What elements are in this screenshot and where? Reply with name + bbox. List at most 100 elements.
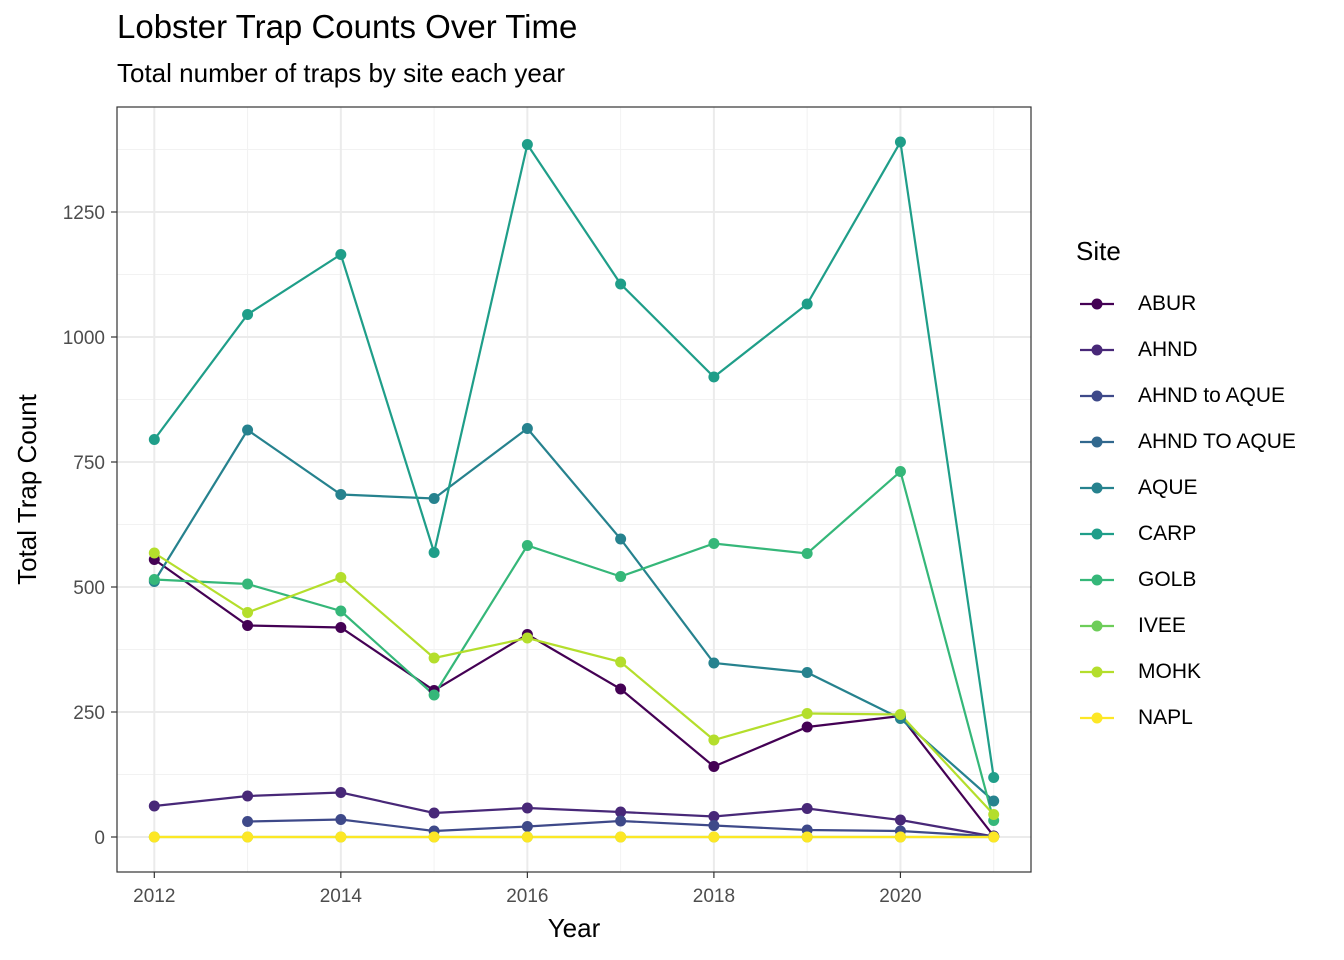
- data-point-napl: [708, 831, 720, 843]
- series-line-mohk: [153, 552, 995, 816]
- x-tick-label: 2012: [133, 886, 175, 907]
- data-point-aque: [335, 489, 347, 500]
- data-point-aque: [521, 423, 533, 434]
- data-point-carp: [242, 309, 254, 320]
- legend-key: [1080, 436, 1114, 448]
- legend-label: ABUR: [1138, 292, 1197, 315]
- series-line-aque: [153, 426, 995, 802]
- legend-item-ivee: IVEE: [1076, 603, 1296, 649]
- data-point-napl: [242, 831, 254, 843]
- x-tick-label: 2018: [693, 886, 735, 907]
- data-point-mohk: [148, 547, 160, 559]
- data-point-ahnd: [428, 807, 440, 819]
- major-gridlines: [117, 107, 1031, 872]
- data-point-golb: [521, 540, 533, 551]
- data-point-carp: [894, 136, 906, 148]
- chart-subtitle: Total number of traps by site each year: [117, 58, 566, 88]
- y-axis-title: Total Trap Count: [12, 393, 42, 585]
- series-line-carp: [153, 138, 995, 778]
- data-point-mohk: [428, 652, 440, 664]
- data-point-abur: [335, 622, 347, 633]
- x-tick-label: 2014: [320, 886, 363, 907]
- y-tick-label: 750: [73, 453, 105, 474]
- legend-key: [1080, 528, 1114, 540]
- legend-key: [1080, 712, 1114, 724]
- legend-key: [1080, 482, 1114, 494]
- panel-border: [116, 106, 1032, 873]
- legend-label: CARP: [1138, 522, 1197, 545]
- series-points: [148, 136, 1000, 843]
- y-tick-label: 500: [73, 578, 105, 599]
- series-line-abur: [153, 558, 995, 837]
- data-point-carp: [615, 278, 627, 290]
- data-point-napl: [894, 831, 906, 843]
- data-point-golb: [242, 578, 254, 590]
- data-point-aque: [801, 667, 813, 678]
- data-point-mohk: [615, 656, 627, 668]
- legend-item-ahnd-to-aque: AHND to AQUE: [1076, 373, 1296, 419]
- legend-item-ahnd: AHND: [1076, 327, 1296, 373]
- data-point-golb: [708, 538, 720, 549]
- data-point-carp: [335, 249, 347, 260]
- data-point-mohk: [335, 572, 347, 583]
- legend-label: NAPL: [1138, 706, 1193, 729]
- x-tick-label: 2016: [506, 886, 548, 907]
- data-point-napl: [521, 831, 533, 843]
- data-point-carp: [148, 434, 160, 445]
- legend-item-napl: NAPL: [1076, 695, 1296, 741]
- data-point-golb: [801, 548, 813, 559]
- data-point-napl: [148, 831, 160, 843]
- axes: 2012 2014 2016 2018 2020 0 250 500 750 1000 1250: [63, 203, 922, 907]
- data-point-carp: [708, 371, 720, 383]
- legend-item-mohk: MOHK: [1076, 649, 1296, 695]
- legend-key: [1080, 620, 1114, 632]
- data-point-napl: [615, 831, 627, 843]
- legend-label: AHND: [1138, 338, 1198, 361]
- data-point-carp: [988, 772, 1000, 783]
- data-point-aque: [428, 493, 440, 504]
- series-line-ahnd: [154, 791, 994, 838]
- data-point-golb: [335, 605, 347, 617]
- legend-item-aque: AQUE: [1076, 465, 1296, 511]
- series-line-golb: [154, 469, 995, 821]
- series-lines: [153, 138, 995, 839]
- data-point-ahnd: [708, 811, 720, 822]
- chart-title: Lobster Trap Counts Over Time: [117, 8, 578, 45]
- data-point-napl: [335, 831, 347, 843]
- y-tick-label: 1000: [63, 328, 105, 349]
- data-point-mohk: [242, 607, 254, 618]
- y-tick-label: 250: [73, 703, 105, 724]
- data-point-carp: [521, 139, 533, 150]
- data-point-mohk: [894, 709, 906, 720]
- data-point-ahnd-to-aque: [615, 815, 627, 827]
- legend-key: [1080, 390, 1114, 402]
- legend-label: AHND TO AQUE: [1138, 430, 1296, 453]
- y-tick-label: 0: [94, 828, 105, 849]
- data-point-napl: [801, 831, 813, 843]
- legend-label: IVEE: [1138, 614, 1186, 637]
- data-point-ahnd: [148, 800, 160, 812]
- x-axis-title: Year: [548, 913, 601, 943]
- data-point-golb: [615, 571, 627, 582]
- data-point-mohk: [801, 708, 813, 719]
- data-point-aque: [708, 657, 720, 669]
- legend-label: AQUE: [1138, 476, 1198, 499]
- data-point-golb: [148, 574, 160, 585]
- data-point-ahnd: [335, 787, 347, 798]
- data-point-ahnd-to-aque: [708, 820, 720, 831]
- legend-key: [1080, 344, 1114, 356]
- data-point-ahnd-to-aque: [242, 816, 254, 827]
- legend-key: [1080, 298, 1114, 310]
- legend-label: MOHK: [1138, 660, 1201, 683]
- data-point-mohk: [988, 809, 1000, 820]
- legend-key: [1080, 574, 1114, 586]
- legend-item-ahnd-to-aque: AHND TO AQUE: [1076, 419, 1296, 465]
- data-point-mohk: [708, 734, 720, 746]
- data-point-aque: [988, 795, 1000, 807]
- data-point-carp: [428, 547, 440, 558]
- legend-label: AHND to AQUE: [1138, 384, 1286, 407]
- data-point-abur: [615, 683, 627, 695]
- data-point-ahnd: [242, 790, 254, 802]
- data-point-aque: [242, 424, 254, 436]
